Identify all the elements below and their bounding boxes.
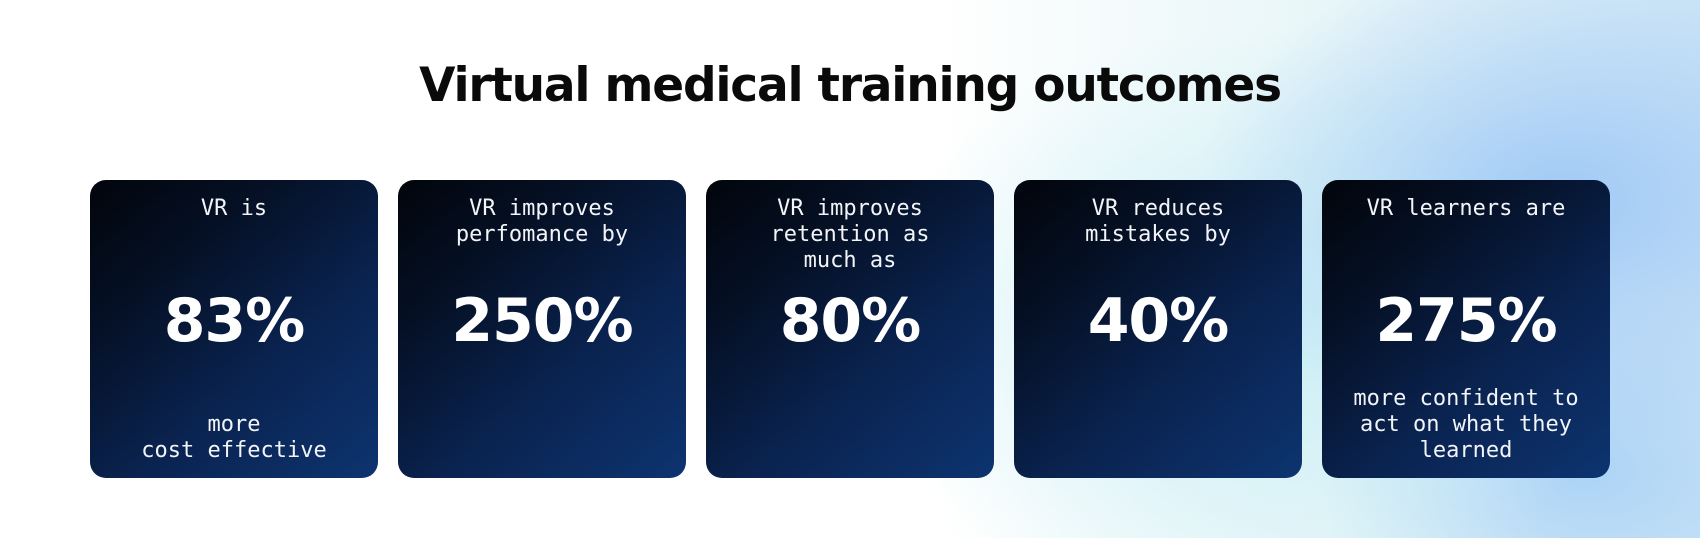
stat-card-value: 250% <box>451 286 633 356</box>
stat-card-performance: VR improves perfomance by 250% <box>398 180 686 478</box>
stat-card-value: 275% <box>1375 286 1557 356</box>
stat-card-retention: VR improves retention as much as 80% <box>706 180 994 478</box>
stat-card-intro: VR is <box>200 196 268 221</box>
stat-card-confidence: VR learners are 275% more confident to a… <box>1322 180 1610 478</box>
stat-card-cost: VR is 83% more cost effective <box>90 180 378 478</box>
stat-card-intro: VR reduces mistakes by <box>1085 196 1231 247</box>
stat-card-intro: VR improves retention as much as <box>770 196 930 273</box>
stat-card-intro: VR improves perfomance by <box>455 196 629 247</box>
stat-card-intro: VR learners are <box>1366 196 1566 221</box>
stat-card-caption: more confident to act on what they learn… <box>1353 386 1579 463</box>
stat-card-caption: more cost effective <box>141 412 327 463</box>
stat-card-mistakes: VR reduces mistakes by 40% <box>1014 180 1302 478</box>
stat-card-value: 80% <box>779 286 922 356</box>
stat-cards: VR is 83% more cost effective VR improve… <box>90 180 1610 478</box>
stat-card-value: 40% <box>1087 286 1230 356</box>
page-title: Virtual medical training outcomes <box>419 58 1282 113</box>
stat-card-value: 83% <box>163 286 306 356</box>
